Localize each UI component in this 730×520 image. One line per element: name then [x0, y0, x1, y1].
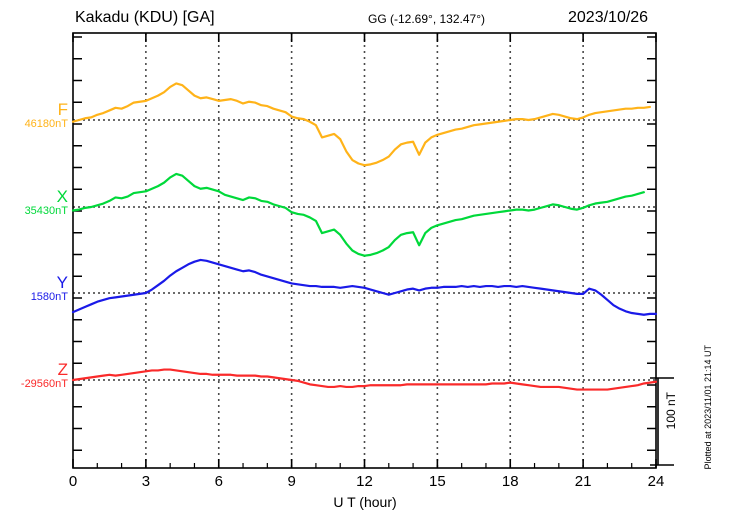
component-letter-y: Y — [56, 273, 68, 292]
component-label-f: F 46180nT — [8, 101, 68, 130]
x-tick-label: 9 — [287, 473, 296, 490]
plot-frame — [72, 32, 657, 469]
component-baseline-x: 35430nT — [24, 205, 68, 217]
x-axis-title: U T (hour) — [333, 494, 397, 510]
scale-bar — [650, 377, 674, 466]
page-title: Kakadu (KDU) [GA] — [75, 9, 215, 26]
x-tick-label: 0 — [68, 473, 78, 490]
station-coordinates: GG (-12.69°, 132.47°) — [368, 12, 485, 26]
grid-lines — [145, 33, 584, 468]
component-baseline-y: 1580nT — [30, 291, 68, 303]
baseline-lines — [73, 119, 656, 381]
x-tick-label: 12 — [356, 473, 373, 490]
component-letter-x: X — [56, 187, 68, 206]
x-tick-label: 24 — [647, 473, 665, 490]
component-label-y: Y 1580nT — [8, 274, 68, 303]
x-tick-label: 18 — [501, 473, 519, 490]
component-label-x: X 35430nT — [8, 188, 68, 217]
component-letter-f: F — [57, 100, 68, 119]
x-tick-label: 6 — [214, 473, 223, 490]
component-label-z: Z -29560nT — [8, 361, 68, 390]
plotted-timestamp: Plotted at 2023/11/01 21:14 UT — [703, 345, 713, 470]
data-traces — [71, 82, 658, 391]
observation-date: 2023/10/26 — [568, 9, 649, 26]
x-tick-label: 3 — [141, 473, 151, 490]
scale-bar-label: 100 nT — [664, 392, 678, 430]
component-letter-z: Z — [57, 360, 68, 379]
component-baseline-f: 46180nT — [24, 118, 68, 130]
x-tick-label: 15 — [429, 473, 446, 490]
x-tick-label: 21 — [574, 473, 592, 490]
component-baseline-z: -29560nT — [20, 378, 68, 390]
